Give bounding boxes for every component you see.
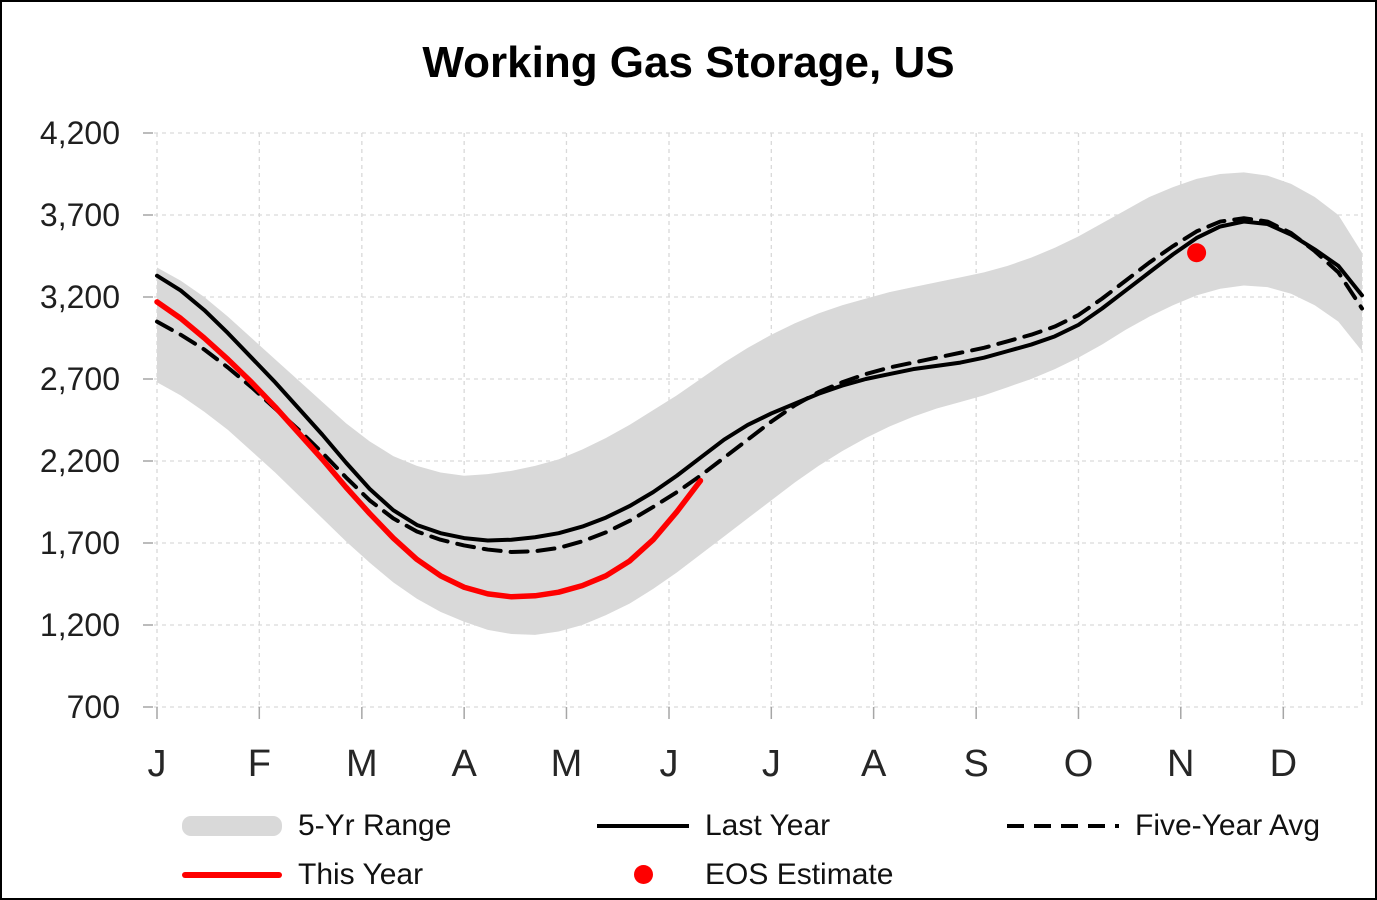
- chart-legend: 5-Yr Range Last Year Five-Year Avg This …: [182, 801, 1320, 898]
- month-label: M: [551, 743, 583, 785]
- month-label: J: [762, 743, 781, 785]
- y-tick-label: 3,200: [40, 279, 120, 315]
- legend-label-five-year-avg: Five-Year Avg: [1135, 808, 1321, 842]
- legend-item-5yr-range: 5-Yr Range: [182, 809, 597, 843]
- legend-label-eos-estimate: EOS Estimate: [705, 857, 894, 891]
- legend-label-this-year: This Year: [298, 857, 424, 891]
- month-label: J: [148, 743, 167, 785]
- month-label: S: [963, 743, 988, 785]
- month-label: D: [1270, 743, 1297, 785]
- eos-estimate-dot: [1187, 243, 1207, 263]
- five-year-range-band: [157, 172, 1362, 635]
- legend-label-last-year: Last Year: [705, 808, 831, 842]
- month-label: M: [346, 743, 378, 785]
- five-year-avg-line: [155, 216, 1364, 555]
- y-tick-label: 2,200: [40, 443, 120, 479]
- y-tick-label: 2,700: [40, 361, 120, 397]
- range-band-swatch: [182, 815, 282, 836]
- last-year-line-swatch: [597, 823, 689, 828]
- legend-label-5yr-range: 5-Yr Range: [298, 808, 452, 842]
- y-tick-label: 1,200: [40, 607, 120, 643]
- legend-item-five-year-avg: Five-Year Avg: [1007, 809, 1320, 843]
- month-label: J: [660, 743, 679, 785]
- legend-item-last-year: Last Year: [597, 809, 1007, 843]
- legend-item-eos-estimate: EOS Estimate: [597, 858, 1007, 892]
- legend-item-this-year: This Year: [182, 858, 597, 892]
- y-tick-label: 4,200: [40, 115, 120, 151]
- this-year-line: [154, 299, 704, 600]
- chart-plot-area: 700 1,200 1,700 2,200 2,700 3,200 3,700 4,200 J F…: [40, 115, 1364, 785]
- five-year-avg-line-swatch: [1007, 823, 1119, 828]
- month-label: O: [1064, 743, 1094, 785]
- month-label: F: [248, 743, 271, 785]
- month-label: A: [451, 743, 477, 785]
- month-label: N: [1167, 743, 1194, 785]
- y-tick-label: 1,700: [40, 525, 120, 561]
- last-year-line: [155, 219, 1364, 543]
- y-tick-label: 700: [67, 689, 120, 725]
- y-tick-label: 3,700: [40, 197, 120, 233]
- chart-title: Working Gas Storage, US: [422, 38, 955, 87]
- month-label: A: [861, 743, 887, 785]
- eos-dot-icon: [633, 865, 653, 884]
- eos-estimate-dot-swatch: [597, 865, 689, 884]
- this-year-line-swatch: [182, 871, 282, 878]
